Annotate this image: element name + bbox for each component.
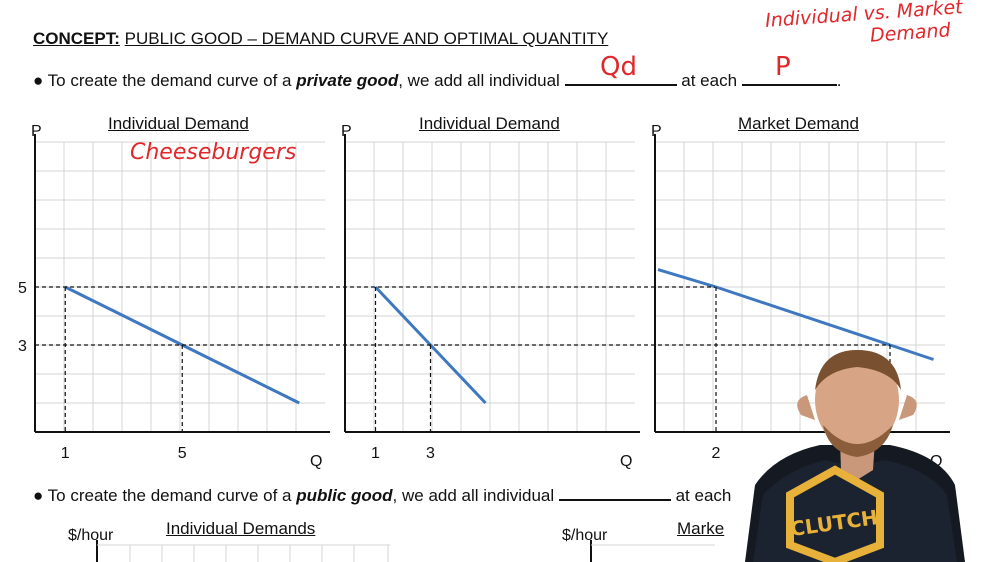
public-mid: , we add all individual [392, 486, 559, 505]
chart1-ylabel: P [31, 123, 42, 140]
chart1-title: Individual Demand [108, 114, 249, 133]
chart1-x-tick-label: 5 [178, 445, 187, 462]
blank-quantity[interactable] [564, 68, 677, 86]
public-at: at each [670, 486, 732, 505]
bottom-right-ylabel: $/hour [562, 527, 608, 544]
blank-price[interactable] [741, 68, 837, 86]
handwritten-qd: Qd [600, 52, 637, 82]
y-tick-label-3: 3 [18, 338, 27, 355]
individual-demands-title: Individual Demands [166, 519, 316, 538]
chart3-x-tick-label: 2 [712, 445, 721, 462]
chart2-title: Individual Demand [419, 114, 560, 133]
cheeseburgers-note: Cheeseburgers [130, 140, 297, 165]
public-good-emphasis: public good [296, 486, 393, 505]
private-good-emphasis: private good [296, 71, 399, 90]
y-tick-label-5: 5 [18, 280, 27, 297]
concept-title: CONCEPT: PUBLIC GOOD – DEMAND CURVE AND … [33, 29, 608, 49]
chart3-ylabel: P [651, 123, 662, 140]
chart2-x-tick-label: 1 [371, 445, 380, 462]
chart2-ylabel: P [341, 123, 352, 140]
private-mid: , we add all individual [398, 71, 565, 90]
public-prefix: ● To create the demand curve of a [33, 486, 297, 505]
presenter-video: CLUTCH [745, 350, 965, 562]
concept-label: CONCEPT: [33, 29, 120, 48]
private-prefix: ● To create the demand curve of a [33, 71, 297, 90]
bottom-axes [96, 540, 715, 562]
private-at: at each [676, 71, 742, 90]
public-good-sentence: ● To create the demand curve of a public… [33, 483, 731, 506]
note-demand: Demand [869, 19, 952, 47]
chart3-demand-line [657, 268, 934, 361]
private-good-sentence: ● To create the demand curve of a privat… [33, 68, 842, 91]
market-demand-title-partial: Marke [677, 519, 725, 538]
chart1-x-tick-label: 1 [61, 445, 70, 462]
chart2-x-tick-label: 3 [426, 445, 435, 462]
concept-heading: PUBLIC GOOD – DEMAND CURVE AND OPTIMAL Q… [124, 29, 609, 48]
bottom-left-ylabel: $/hour [68, 527, 114, 544]
chart2-xlabel: Q [620, 453, 632, 470]
private-end: . [836, 71, 842, 90]
chart1-xlabel: Q [310, 453, 322, 470]
blank-public-quantity[interactable] [558, 483, 671, 501]
demand-charts: PQ15PQ13PQ2853 [18, 123, 950, 470]
handwritten-p: P [775, 52, 791, 82]
chart3-title: Market Demand [738, 114, 859, 133]
